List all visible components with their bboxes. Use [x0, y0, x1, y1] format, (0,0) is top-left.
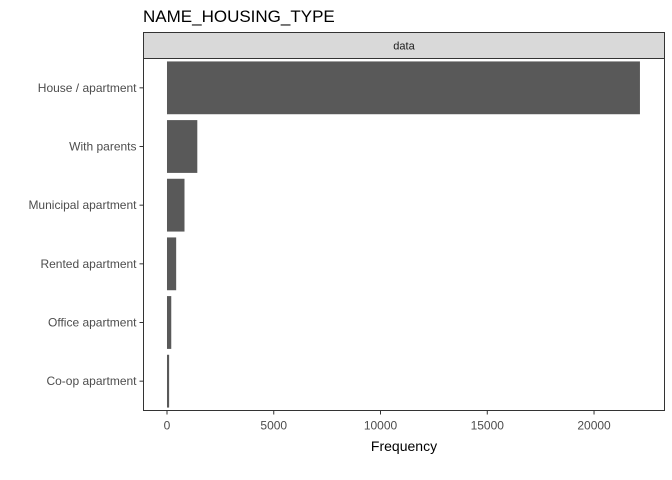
y-tick-label-0: House / apartment	[38, 81, 137, 95]
x-tick-label-3: 15000	[471, 419, 505, 433]
y-tick-label-2: Municipal apartment	[28, 198, 137, 212]
y-axis: House / apartment With parents Municipal a…	[28, 81, 144, 388]
bar-1	[166, 120, 198, 173]
plot-panel	[143, 58, 665, 411]
chart-title: NAME_HOUSING_TYPE	[143, 7, 335, 26]
bar-4	[166, 296, 172, 349]
bar-5	[166, 354, 170, 408]
bar-2	[166, 178, 185, 232]
bars	[166, 61, 640, 408]
x-tick-label-1: 5000	[260, 419, 287, 433]
y-tick-label-5: Co-op apartment	[46, 374, 137, 388]
x-tick-label-2: 10000	[364, 419, 398, 433]
x-tick-label-0: 0	[164, 419, 171, 433]
y-tick-label-4: Office apartment	[48, 316, 137, 330]
bar-3	[166, 237, 177, 291]
y-tick-label-3: Rented apartment	[40, 257, 137, 271]
facet-strip-label: data	[393, 41, 415, 53]
x-axis-title: Frequency	[371, 438, 437, 454]
x-axis: 0 5000 10000 15000 20000	[164, 410, 611, 433]
y-tick-label-1: With parents	[69, 140, 136, 154]
facet-strip	[143, 32, 665, 59]
x-tick-label-4: 20000	[577, 419, 611, 433]
bar-0	[166, 61, 640, 115]
